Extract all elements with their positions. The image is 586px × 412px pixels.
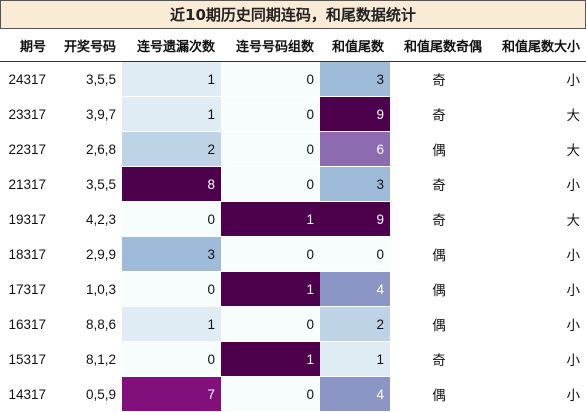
period-cell: 24317: [8, 71, 46, 87]
table-title: 近10期历史同期连码，和尾数据统计: [0, 0, 586, 29]
period-cell: 22317: [8, 141, 46, 157]
miss-cell: 0: [122, 341, 221, 377]
table-row: 18317 2,9,9 3 0 0 偶小: [0, 236, 586, 272]
tail-cell: 4: [320, 376, 390, 412]
numbers-cell: 4,2,3: [85, 211, 116, 227]
size-cell: 小: [566, 73, 581, 88]
col-header-numbers: 开奖号码: [63, 39, 116, 55]
col-header-groups: 连号号码组数: [235, 39, 314, 55]
period-cell: 14317: [8, 386, 46, 402]
groups-cell: 0: [221, 96, 320, 132]
size-cell: 小: [566, 318, 581, 333]
period-cell: 15317: [8, 351, 46, 367]
size-cell: 大: [566, 213, 581, 228]
size-cell: 小: [566, 353, 581, 368]
miss-cell: 0: [122, 201, 221, 237]
header-row: 期号 开奖号码 连号遗漏次数 连号号码组数 和值尾数 和值尾数奇偶 和值尾数大小: [0, 29, 586, 62]
col-header-parity: 和值尾数奇偶: [403, 39, 482, 55]
size-cell: 小: [566, 248, 581, 263]
miss-cell: 1: [122, 306, 221, 342]
tail-cell: 9: [320, 201, 390, 237]
stats-table: 期号 开奖号码 连号遗漏次数 连号号码组数 和值尾数 和值尾数奇偶 和值尾数大小…: [0, 29, 586, 412]
parity-cell: 奇: [432, 73, 446, 88]
table-row: 23317 3,9,7 1 0 9 奇 大: [0, 96, 586, 132]
parity-cell: 偶: [432, 283, 446, 298]
groups-cell: 0: [221, 61, 320, 97]
parity-cell: 奇: [432, 353, 446, 368]
period-cell: 17317: [8, 281, 46, 297]
table-row: 22317 2,6,8 2 0 6 偶 大: [0, 131, 586, 167]
table-row: 21317 3,5,5 8 0 3 奇 小: [0, 166, 586, 202]
groups-cell: 0: [221, 166, 320, 202]
table-row: 17317 1,0,3 0 1 4 偶 小: [0, 271, 586, 307]
miss-cell: 8: [122, 166, 221, 202]
groups-cell: 1: [221, 341, 320, 377]
period-cell: 19317: [8, 211, 46, 227]
table-row: 16317 8,8,6 1 0 2 偶 小: [0, 306, 586, 342]
tail-cell: 0: [320, 236, 390, 272]
size-cell: 小: [566, 178, 581, 193]
parity-cell: 奇: [432, 178, 446, 193]
numbers-cell: 2,6,8: [85, 141, 116, 157]
col-header-size: 和值尾数大小: [501, 39, 580, 55]
table-row: 19317 4,2,3 0 1 9 奇 大: [0, 201, 586, 237]
tail-cell: 3: [320, 166, 390, 202]
numbers-cell: 2,9,9: [85, 246, 116, 262]
period-cell: 21317: [8, 176, 46, 192]
parity-cell: 奇: [432, 108, 446, 123]
table-row: 15317 8,1,2 0 1 1 奇小: [0, 341, 586, 377]
table-row: 14317 0,5,9 7 0 4 偶 小: [0, 376, 586, 412]
size-cell: 小: [566, 388, 581, 403]
parity-cell: 偶: [432, 248, 446, 263]
parity-cell: 奇: [432, 213, 446, 228]
col-header-miss: 连号遗漏次数: [136, 39, 215, 55]
tail-cell: 2: [320, 306, 390, 342]
groups-cell: 1: [221, 201, 320, 237]
tail-cell: 9: [320, 96, 390, 132]
col-header-period: 期号: [19, 39, 46, 55]
miss-cell: 3: [122, 236, 221, 272]
size-cell: 大: [566, 108, 581, 123]
numbers-cell: 0,5,9: [85, 386, 116, 402]
numbers-cell: 8,1,2: [85, 351, 116, 367]
size-cell: 大: [566, 143, 581, 158]
tail-cell: 1: [320, 341, 390, 377]
groups-cell: 0: [221, 306, 320, 342]
groups-cell: 0: [221, 376, 320, 412]
miss-cell: 7: [122, 376, 221, 412]
numbers-cell: 3,5,5: [85, 176, 116, 192]
miss-cell: 1: [122, 96, 221, 132]
table-row: 24317 3,5,5 1 0 3 奇 小: [0, 61, 586, 97]
numbers-cell: 3,9,7: [85, 106, 116, 122]
numbers-cell: 1,0,3: [85, 281, 116, 297]
miss-cell: 1: [122, 61, 221, 97]
parity-cell: 偶: [432, 143, 446, 158]
size-cell: 小: [566, 283, 581, 298]
groups-cell: 0: [221, 131, 320, 167]
miss-cell: 2: [122, 131, 221, 167]
period-cell: 16317: [8, 316, 46, 332]
col-header-tail: 和值尾数: [331, 39, 384, 55]
numbers-cell: 8,8,6: [85, 316, 116, 332]
groups-cell: 0: [221, 236, 320, 272]
numbers-cell: 3,5,5: [85, 71, 116, 87]
period-cell: 18317: [8, 246, 46, 262]
miss-cell: 0: [122, 271, 221, 307]
period-cell: 23317: [8, 106, 46, 122]
tail-cell: 4: [320, 271, 390, 307]
groups-cell: 1: [221, 271, 320, 307]
parity-cell: 偶: [432, 388, 446, 403]
tail-cell: 6: [320, 131, 390, 167]
parity-cell: 偶: [432, 318, 446, 333]
tail-cell: 3: [320, 61, 390, 97]
